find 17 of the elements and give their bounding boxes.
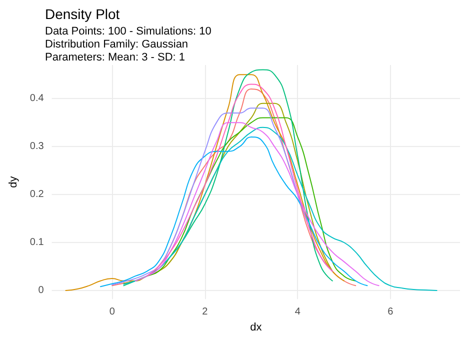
x-tick-label: 6 — [388, 306, 394, 318]
line-series — [100, 136, 368, 288]
x-tick-label: 4 — [294, 306, 301, 318]
line-series — [123, 69, 333, 286]
line-series — [123, 126, 438, 291]
x-axis-title: dx — [250, 322, 262, 334]
y-tick-label: 0.1 — [30, 236, 44, 248]
y-tick-label: 0 — [38, 284, 44, 296]
chart-subtitle: Data Points: 100 - Simulations: 10 Distribution Family: Gaussian Parameters: Mean: 3 - SD: 1 — [45, 26, 212, 64]
y-tick-label: 0.3 — [30, 141, 44, 152]
y-tick-label: 0.2 — [30, 189, 44, 200]
x-tick-label: 0 — [109, 306, 116, 318]
line-series — [146, 84, 333, 277]
y-tick-label: 0.4 — [30, 93, 44, 104]
x-tick-label: 2 — [202, 306, 208, 318]
chart-title: Density Plot — [45, 6, 120, 22]
y-axis-title: dy — [8, 176, 20, 188]
